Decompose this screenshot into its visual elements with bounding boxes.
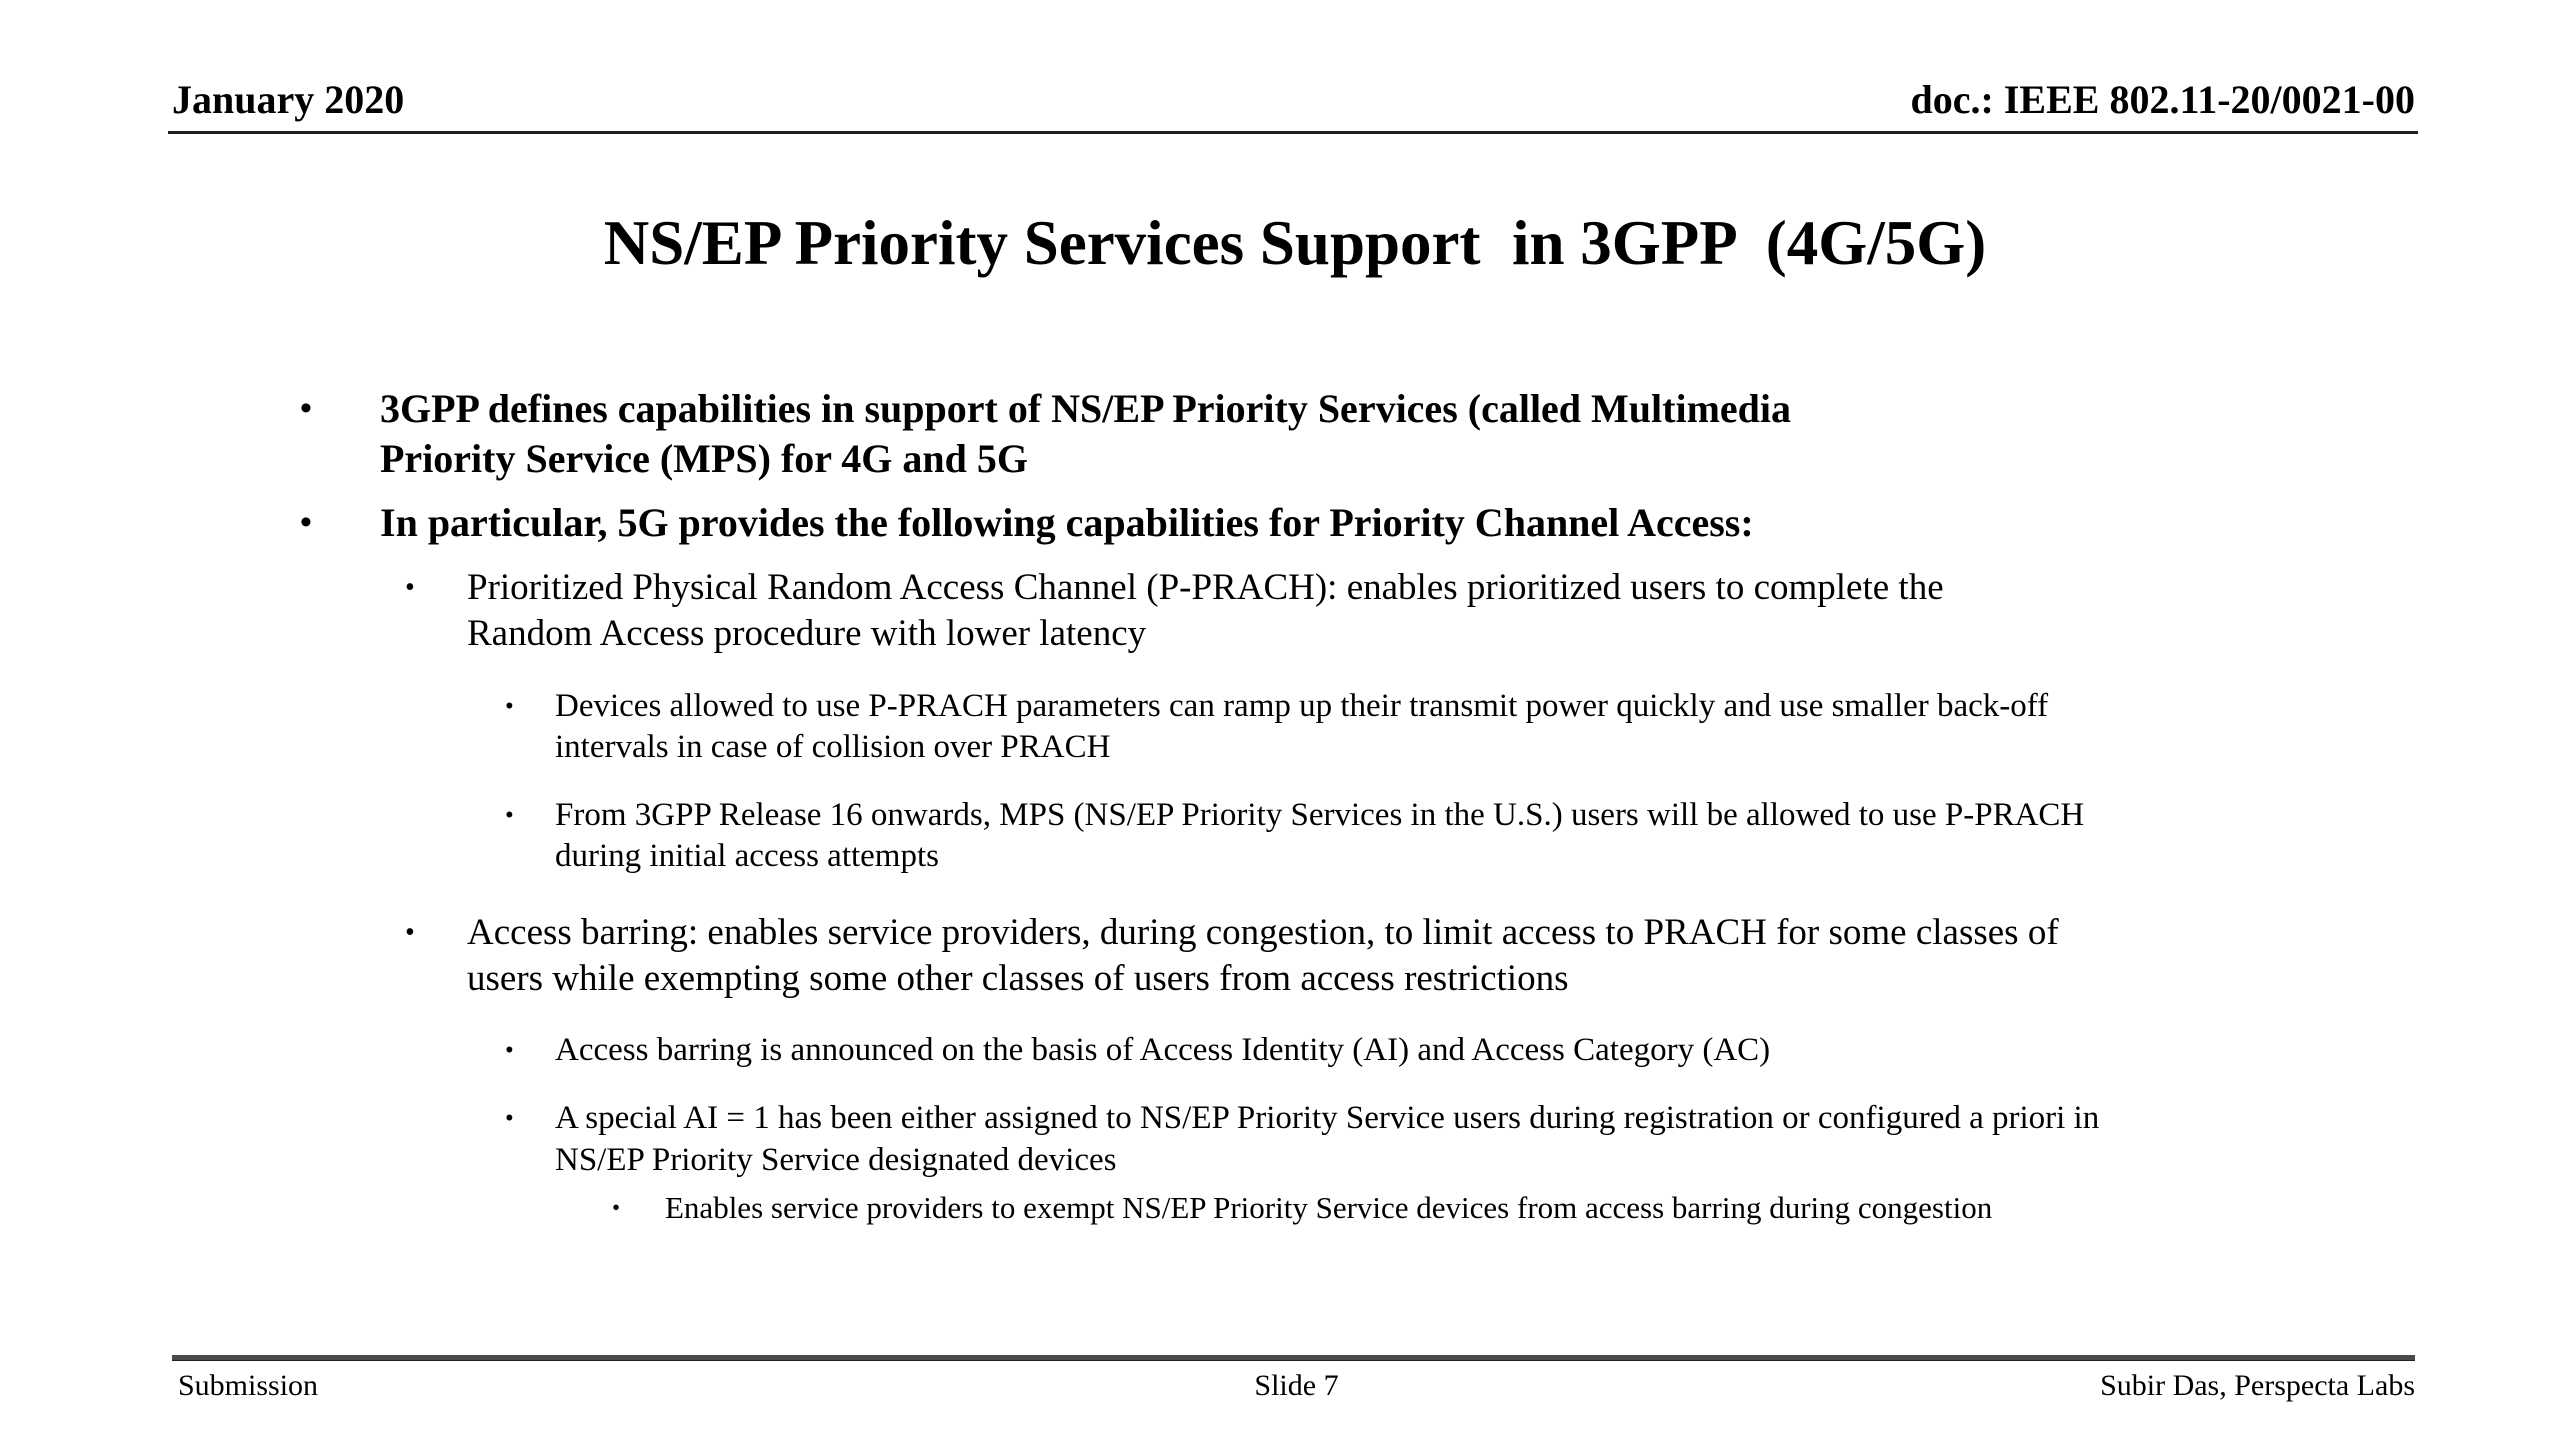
bullet-icon: • <box>505 1037 514 1064</box>
page-title: NS/EP Priority Services Support in 3GPP … <box>603 208 1987 278</box>
bullet-text: Access barring: enables service provider… <box>467 911 2059 999</box>
bullet-icon: • <box>300 390 312 427</box>
footer-rule <box>172 1355 2415 1361</box>
bullet-item: • Access barring: enables service provide… <box>405 910 2465 1003</box>
header-doc-number: doc.: IEEE 802.11-20/0021-00 <box>1910 77 2415 122</box>
footer-author: Subir Das, Perspecta Labs <box>2100 1369 2415 1402</box>
bullet-icon: • <box>405 572 415 603</box>
bullet-text: Devices allowed to use P-PRACH parameter… <box>555 687 2049 765</box>
bullet-text: Prioritized Physical Random Access Chann… <box>467 567 1944 655</box>
bullet-item: • Devices allowed to use P-PRACH paramete… <box>505 686 2465 769</box>
bullet-text: A special AI = 1 has been either assigne… <box>555 1100 2100 1178</box>
bullet-item: • Access barring is announced on the basi… <box>505 1030 2465 1071</box>
header-date: January 2020 <box>172 77 405 122</box>
footer-slide-number: Slide 7 <box>1254 1369 1339 1402</box>
bullet-item: • In particular, 5G provides the followin… <box>300 498 2465 548</box>
footer-submission-label: Submission <box>178 1369 319 1402</box>
bullet-list: • 3GPP defines capabilities in support of… <box>0 384 2465 1228</box>
bullet-text: From 3GPP Release 16 onwards, MPS (NS/EP… <box>555 797 2085 875</box>
slide-footer: Submission Slide 7 Subir Das, Perspecta … <box>178 1368 2415 1404</box>
bullet-item: • 3GPP defines capabilities in support of… <box>300 384 2465 484</box>
bullet-item: • A special AI = 1 has been either assign… <box>505 1098 2465 1181</box>
header-rule <box>168 131 2418 134</box>
bullet-text: In particular, 5G provides the following… <box>380 500 1754 545</box>
bullet-icon: • <box>505 802 514 829</box>
slide-header: January 2020 doc.: IEEE 802.11-20/0021-0… <box>172 78 2415 122</box>
bullet-icon: • <box>505 1105 514 1133</box>
bullet-item: • Prioritized Physical Random Access Chan… <box>405 565 2465 658</box>
bullet-text: Access barring is announced on the basis… <box>555 1032 1771 1068</box>
bullet-icon: • <box>300 504 312 541</box>
bullet-item: • From 3GPP Release 16 onwards, MPS (NS/E… <box>505 795 2465 878</box>
bullet-text: Enables service providers to exempt NS/E… <box>665 1189 1993 1225</box>
bullet-item: • Enables service providers to exempt NS/… <box>612 1189 2465 1228</box>
bullet-icon: • <box>505 692 514 720</box>
bullet-text: 3GPP defines capabilities in support of … <box>380 386 1792 481</box>
bullet-icon: • <box>405 916 415 948</box>
bullet-icon: • <box>612 1194 621 1220</box>
